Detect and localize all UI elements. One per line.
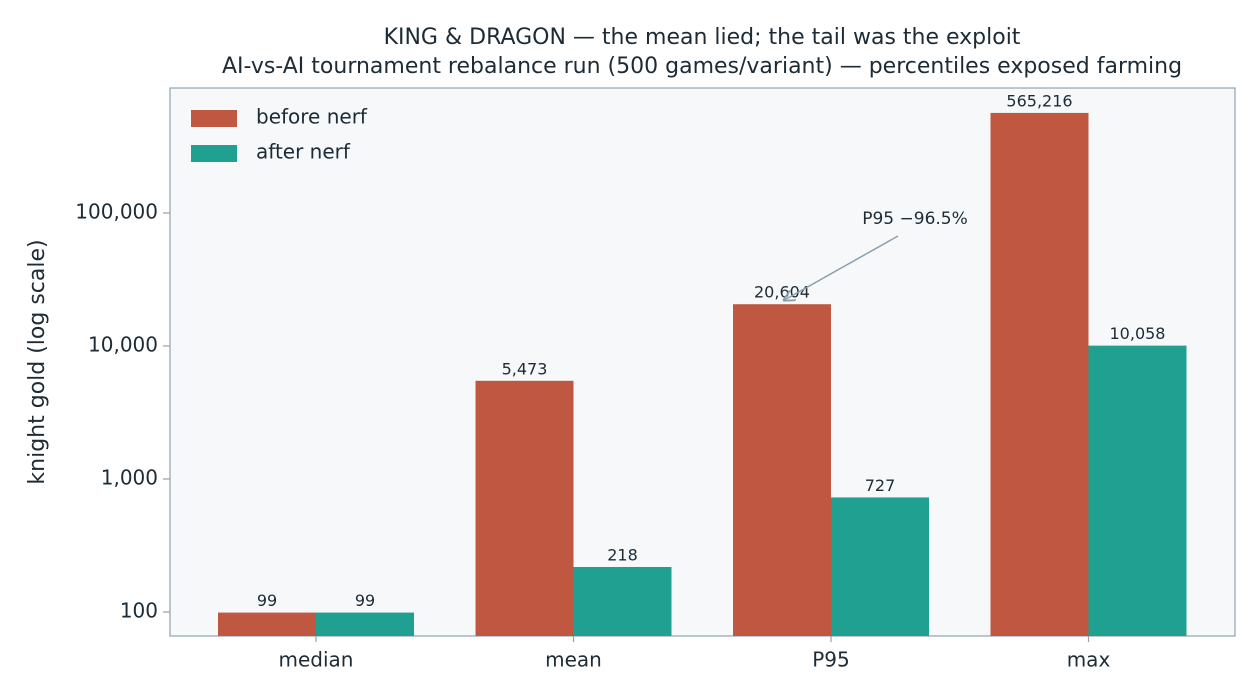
value-label: 99 xyxy=(257,591,277,610)
bar xyxy=(733,304,831,636)
y-tick-label: 1,000 xyxy=(101,465,158,489)
annotation: P95 −96.5% xyxy=(862,209,968,229)
x-tick-label: median xyxy=(279,648,354,672)
y-axis-label: knight gold (log scale) xyxy=(25,239,50,484)
value-label: 727 xyxy=(865,476,896,495)
value-label: 565,216 xyxy=(1006,91,1072,110)
x-tick-label: max xyxy=(1067,648,1111,672)
chart-subtitle: AI-vs-AI tournament rebalance run (500 g… xyxy=(222,54,1182,79)
bar xyxy=(218,612,316,636)
value-label: 5,473 xyxy=(502,359,548,378)
legend-label: after nerf xyxy=(256,140,351,164)
bar xyxy=(831,497,929,636)
bar xyxy=(316,612,414,636)
legend-label: before nerf xyxy=(256,105,368,129)
x-tick-label: mean xyxy=(545,648,602,672)
bar xyxy=(573,566,672,636)
annotation-arrow xyxy=(784,235,899,300)
y-tick-label: 10,000 xyxy=(88,332,158,356)
bar xyxy=(1088,345,1187,636)
y-tick-label: 100 xyxy=(120,598,158,622)
value-label: 218 xyxy=(607,545,638,564)
value-label: 20,604 xyxy=(754,283,810,302)
y-tick-label: 100,000 xyxy=(75,199,158,223)
legend-swatch xyxy=(191,110,237,127)
x-tick-label: P95 xyxy=(812,648,850,672)
chart-title: KING & DRAGON — the mean lied; the tail … xyxy=(384,25,1021,50)
bar xyxy=(475,380,574,636)
value-label: 10,058 xyxy=(1110,324,1166,343)
value-label: 99 xyxy=(355,591,375,610)
bar xyxy=(990,112,1089,636)
legend-swatch xyxy=(191,145,237,162)
